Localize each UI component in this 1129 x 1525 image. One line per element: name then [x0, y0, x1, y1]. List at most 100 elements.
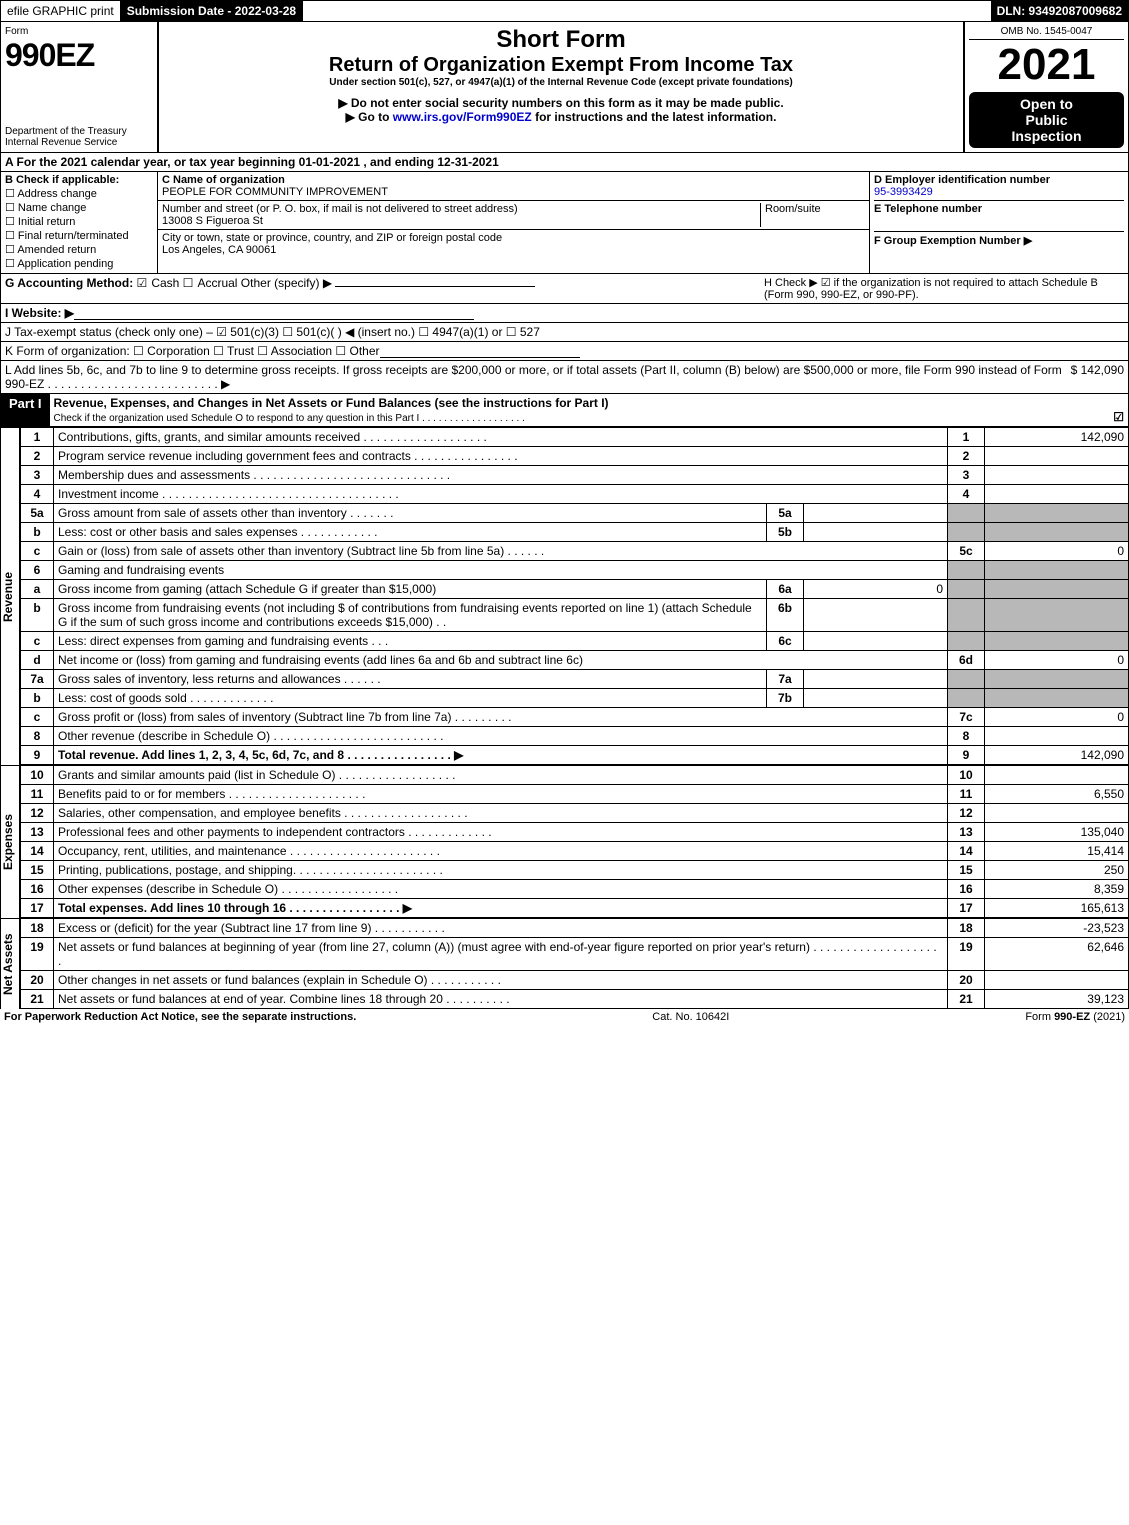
line-18: 18Excess or (deficit) for the year (Subt…: [21, 919, 1129, 938]
part1-header: Part I Revenue, Expenses, and Changes in…: [0, 394, 1129, 427]
chk-pending[interactable]: Application pending: [5, 257, 153, 270]
l6a-grey2: [985, 580, 1129, 599]
l6d-n: d: [21, 651, 54, 670]
line-12: 12Salaries, other compensation, and empl…: [21, 804, 1129, 823]
l6a-val: 0: [804, 580, 948, 599]
ein: 95-3993429: [874, 186, 1124, 198]
row-h: H Check ▶ ☑ if the organization is not r…: [764, 276, 1124, 301]
revenue-table: 1Contributions, gifts, grants, and simil…: [20, 427, 1129, 765]
l14-amt: 15,414: [985, 842, 1129, 861]
return-title: Return of Organization Exempt From Incom…: [163, 54, 959, 77]
l13-n: 13: [21, 823, 54, 842]
l3-amt: [985, 466, 1129, 485]
info-grid: B Check if applicable: Address change Na…: [0, 172, 1129, 274]
l20-amt: [985, 971, 1129, 990]
part1-checked[interactable]: ☑: [1113, 410, 1124, 424]
expenses-label: Expenses: [1, 765, 20, 918]
e-label: E Telephone number: [874, 200, 1124, 215]
l5c-desc: Gain or (loss) from sale of assets other…: [54, 542, 948, 561]
l6c-grey2: [985, 632, 1129, 651]
form-header: Form 990EZ Department of the Treasury In…: [0, 22, 1129, 153]
l7c-num: 7c: [948, 708, 985, 727]
l1-desc: Contributions, gifts, grants, and simila…: [54, 428, 948, 447]
g-other-field[interactable]: [335, 286, 535, 287]
l14-n: 14: [21, 842, 54, 861]
l6b-val: [804, 599, 948, 632]
l20-num: 20: [948, 971, 985, 990]
l5b-desc: Less: cost or other basis and sales expe…: [54, 523, 767, 542]
form-word: Form: [5, 26, 153, 37]
l-text: L Add lines 5b, 6c, and 7b to line 9 to …: [5, 363, 1071, 391]
line-6: 6Gaming and fundraising events: [21, 561, 1129, 580]
l11-desc: Benefits paid to or for members . . . . …: [54, 785, 948, 804]
line-20: 20Other changes in net assets or fund ba…: [21, 971, 1129, 990]
l7b-n: b: [21, 689, 54, 708]
footer-right: Form 990-EZ (2021): [1025, 1011, 1125, 1023]
line-5c: cGain or (loss) from sale of assets othe…: [21, 542, 1129, 561]
l6-desc: Gaming and fundraising events: [54, 561, 948, 580]
line-1: 1Contributions, gifts, grants, and simil…: [21, 428, 1129, 447]
line-5a: 5aGross amount from sale of assets other…: [21, 504, 1129, 523]
l5b-box: 5b: [767, 523, 804, 542]
part1-title: Revenue, Expenses, and Changes in Net As…: [50, 394, 1128, 426]
l5b-grey2: [985, 523, 1129, 542]
l15-desc: Printing, publications, postage, and shi…: [54, 861, 948, 880]
l6d-desc: Net income or (loss) from gaming and fun…: [54, 651, 948, 670]
irs-link[interactable]: www.irs.gov/Form990EZ: [393, 110, 532, 124]
part1-check-note: Check if the organization used Schedule …: [54, 413, 525, 424]
l4-num: 4: [948, 485, 985, 504]
g-accrual[interactable]: Accrual: [183, 276, 238, 290]
l17-amt: 165,613: [985, 899, 1129, 918]
l1-n: 1: [21, 428, 54, 447]
l7b-box: 7b: [767, 689, 804, 708]
l2-num: 2: [948, 447, 985, 466]
insp3: Inspection: [973, 128, 1120, 144]
chk-final[interactable]: Final return/terminated: [5, 229, 153, 242]
street-row: Number and street (or P. O. box, if mail…: [158, 201, 869, 230]
k-other-field[interactable]: [380, 344, 580, 358]
netassets-label: Net Assets: [1, 918, 20, 1009]
insp2: Public: [973, 112, 1120, 128]
chk-initial[interactable]: Initial return: [5, 215, 153, 228]
c-name-label: C Name of organization: [162, 174, 865, 186]
line-5b: bLess: cost or other basis and sales exp…: [21, 523, 1129, 542]
d-label: D Employer identification number: [874, 174, 1124, 186]
l7a-grey2: [985, 670, 1129, 689]
revenue-section: Revenue 1Contributions, gifts, grants, a…: [0, 427, 1129, 765]
city-value: Los Angeles, CA 90061: [162, 244, 865, 256]
header-center: Short Form Return of Organization Exempt…: [159, 22, 965, 152]
l3-n: 3: [21, 466, 54, 485]
l7c-n: c: [21, 708, 54, 727]
l6b-grey1: [948, 599, 985, 632]
l18-amt: -23,523: [985, 919, 1129, 938]
website-field[interactable]: [74, 306, 474, 320]
l8-num: 8: [948, 727, 985, 746]
l7a-val: [804, 670, 948, 689]
street-value: 13008 S Figueroa St: [162, 215, 760, 227]
chk-address[interactable]: Address change: [5, 187, 153, 200]
l16-num: 16: [948, 880, 985, 899]
l11-n: 11: [21, 785, 54, 804]
l12-desc: Salaries, other compensation, and employ…: [54, 804, 948, 823]
l7a-n: 7a: [21, 670, 54, 689]
part1-title-text: Revenue, Expenses, and Changes in Net As…: [54, 396, 609, 410]
l17-desc: Total expenses. Add lines 10 through 16 …: [54, 899, 948, 918]
netassets-table: 18Excess or (deficit) for the year (Subt…: [20, 918, 1129, 1009]
l21-desc: Net assets or fund balances at end of ye…: [54, 990, 948, 1009]
insp1: Open to: [973, 96, 1120, 112]
street-label: Number and street (or P. O. box, if mail…: [162, 203, 760, 215]
l14-desc: Occupancy, rent, utilities, and maintena…: [54, 842, 948, 861]
f-label: F Group Exemption Number ▶: [874, 231, 1124, 247]
i-label: I Website: ▶: [5, 306, 74, 320]
line-6a: aGross income from gaming (attach Schedu…: [21, 580, 1129, 599]
l19-amt: 62,646: [985, 938, 1129, 971]
row-i: I Website: ▶: [0, 304, 1129, 323]
l2-n: 2: [21, 447, 54, 466]
chk-name[interactable]: Name change: [5, 201, 153, 214]
l7b-grey1: [948, 689, 985, 708]
b-label: B Check if applicable:: [5, 174, 153, 186]
g-cash[interactable]: Cash: [137, 276, 180, 290]
l6-n: 6: [21, 561, 54, 580]
chk-amended[interactable]: Amended return: [5, 243, 153, 256]
l1-num: 1: [948, 428, 985, 447]
